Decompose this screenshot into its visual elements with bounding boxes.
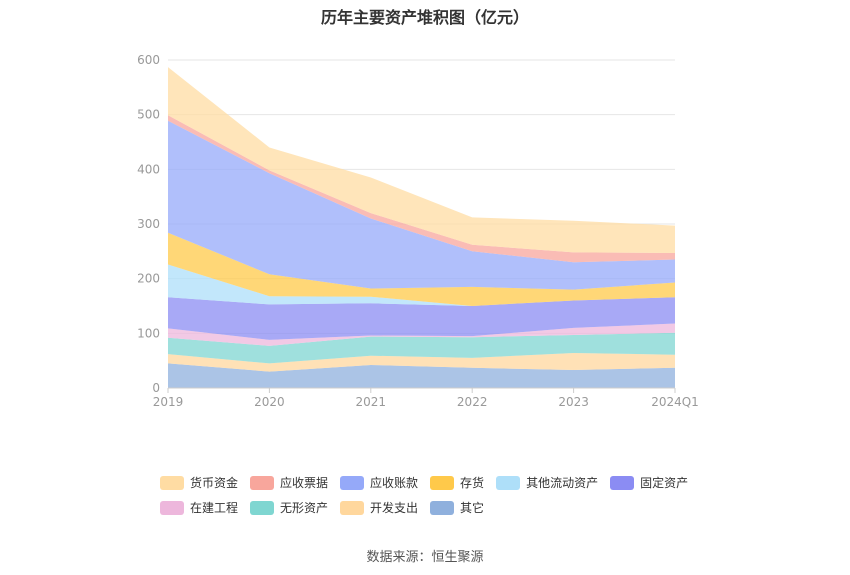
x-tick-label: 2023	[558, 395, 589, 409]
y-tick-label: 200	[137, 272, 160, 286]
legend-swatch	[340, 475, 365, 490]
area-货币资金	[168, 67, 675, 253]
legend-swatch	[430, 475, 455, 490]
legend-swatch	[430, 500, 455, 515]
legend-item[interactable]: 货币资金	[160, 474, 238, 491]
y-tick-label: 500	[137, 108, 160, 122]
legend-label: 开发支出	[370, 501, 419, 515]
legend-swatch	[496, 475, 521, 490]
legend-row: 在建工程 无形资产 开发支出 其它	[160, 495, 720, 520]
area-应收票据	[168, 115, 675, 263]
x-tick-label: 2022	[457, 395, 488, 409]
area-应收账款	[168, 120, 675, 290]
legend-label: 货币资金	[190, 476, 239, 490]
area-无形资产	[168, 332, 675, 364]
area-开发支出	[168, 353, 675, 372]
legend-label: 应收账款	[370, 476, 419, 490]
legend-item[interactable]: 无形资产	[250, 499, 328, 516]
legend-item[interactable]: 开发支出	[340, 499, 418, 516]
legend-item[interactable]: 固定资产	[610, 474, 688, 491]
chart-title: 历年主要资产堆积图（亿元）	[320, 8, 529, 27]
y-tick-label: 400	[137, 162, 160, 176]
x-tick-label: 2019	[153, 395, 184, 409]
legend-swatch	[340, 500, 365, 515]
area-其它	[168, 363, 675, 388]
y-tick-label: 0	[152, 381, 160, 395]
legend-swatch	[160, 500, 184, 515]
legend-label: 应收票据	[280, 476, 329, 490]
area-存货	[168, 232, 675, 306]
source-note: 数据来源：恒生聚源	[366, 550, 484, 565]
x-tick-label: 2024Q1	[651, 395, 699, 409]
legend-swatch	[250, 475, 275, 490]
legend-item[interactable]: 存货	[430, 474, 484, 491]
stacked-area-chart: 0 100 200 300 400 500 600 2019 2020 2021 2022 2023 2…	[137, 53, 699, 409]
legend-item[interactable]: 应收账款	[340, 474, 418, 491]
axes: 0 100 200 300 400 500 600 2019 2020 2021 2022 2023 2…	[137, 53, 699, 409]
legend-label: 其它	[460, 501, 485, 515]
legend-swatch	[160, 475, 184, 490]
legend-label: 无形资产	[280, 501, 329, 515]
legend: 货币资金 应收票据 应收账款 存货 其他流动资产 固定资产在建工程 无形资产 开发支出 其它	[160, 470, 720, 520]
legend-label: 固定资产	[640, 476, 689, 490]
area-固定资产	[168, 297, 675, 340]
legend-item[interactable]: 在建工程	[160, 499, 238, 516]
area-series	[168, 67, 675, 388]
legend-row: 货币资金 应收票据 应收账款 存货 其他流动资产 固定资产	[160, 470, 720, 495]
legend-label: 在建工程	[190, 501, 239, 515]
legend-item[interactable]: 其它	[430, 499, 484, 516]
legend-label: 存货	[460, 476, 485, 490]
area-在建工程	[168, 323, 675, 346]
x-tick-label: 2020	[254, 395, 285, 409]
legend-swatch	[610, 475, 635, 490]
legend-label: 其他流动资产	[526, 476, 599, 490]
legend-swatch	[250, 500, 275, 515]
legend-item[interactable]: 其他流动资产	[496, 474, 598, 491]
y-tick-label: 300	[137, 217, 160, 231]
x-tick-label: 2021	[356, 395, 387, 409]
legend-item[interactable]: 应收票据	[250, 474, 328, 491]
y-tick-label: 100	[137, 326, 160, 340]
y-tick-label: 600	[137, 53, 160, 67]
